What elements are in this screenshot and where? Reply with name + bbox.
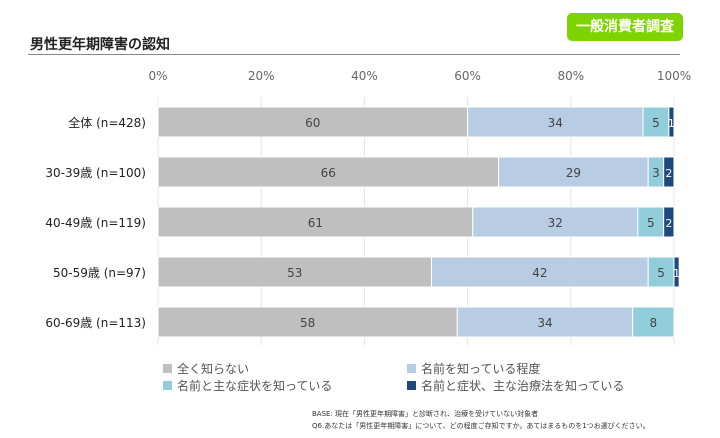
data-label: 2 xyxy=(665,167,672,180)
x-tick-label: 100% xyxy=(657,69,691,83)
data-label: 3 xyxy=(652,166,660,180)
data-label: 58 xyxy=(300,316,315,330)
title-divider xyxy=(28,54,680,55)
data-label: 2 xyxy=(665,217,672,230)
data-label: 32 xyxy=(548,216,563,230)
legend-item-0: 全く知らない xyxy=(163,360,249,377)
bar-segment xyxy=(668,106,675,138)
footnote-base: BASE: 現在「男性更年期障害」と診断され、治療を受けていない対象者 xyxy=(312,410,539,418)
bar-segment xyxy=(663,156,675,188)
category-label: 全体 (n=428) xyxy=(68,115,146,130)
data-label: 34 xyxy=(548,116,563,130)
bar-segment xyxy=(157,306,458,338)
data-label: 34 xyxy=(537,316,552,330)
bar-segment xyxy=(467,106,644,138)
bar-segment xyxy=(430,256,649,288)
bar-segment xyxy=(157,106,469,138)
legend-item-1: 名前を知っている程度 xyxy=(407,360,540,377)
bar-segment xyxy=(663,206,675,238)
legend-label: 名前を知っている程度 xyxy=(421,362,541,376)
data-label: 5 xyxy=(647,216,655,230)
x-tick-label: 0% xyxy=(148,69,167,83)
data-label: 8 xyxy=(650,316,658,330)
bar-segment xyxy=(472,206,639,238)
bar-segment xyxy=(632,306,675,338)
x-tick-label: 20% xyxy=(248,69,275,83)
legend-label: 名前と主な症状を知っている xyxy=(177,379,333,393)
data-label: 42 xyxy=(532,266,547,280)
data-label: 66 xyxy=(321,166,336,180)
x-tick-label: 80% xyxy=(557,69,584,83)
x-tick-label: 40% xyxy=(351,69,378,83)
category-label: 50-59歳 (n=97) xyxy=(53,266,146,280)
x-tick-label: 60% xyxy=(454,69,481,83)
data-label: 5 xyxy=(652,116,660,130)
category-label: 40-49歳 (n=119) xyxy=(45,216,146,230)
bar-segment xyxy=(157,156,500,188)
data-label: 53 xyxy=(287,266,302,280)
data-label: 1 xyxy=(673,267,680,280)
survey-badge: 一般消費者調査 xyxy=(567,13,683,41)
category-label: 30-39歳 (n=100) xyxy=(45,166,146,180)
data-label: 1 xyxy=(668,117,675,130)
legend-item-2: 名前と主な症状を知っている xyxy=(163,377,332,394)
bar-segment xyxy=(157,256,432,288)
bar-segment xyxy=(673,256,680,288)
legend-item-3: 名前と症状、主な治療法を知っている xyxy=(407,377,624,394)
legend-swatch xyxy=(163,364,172,373)
data-label: 61 xyxy=(308,216,323,230)
footnote-question: Q6.あなたは「男性更年期障害」について、どの程度ご存知ですか。あてはまるものを… xyxy=(312,422,650,430)
category-label: 60-69歳 (n=113) xyxy=(45,316,146,330)
legend-label: 全く知らない xyxy=(177,362,250,376)
legend-swatch xyxy=(407,364,416,373)
legend-swatch xyxy=(163,381,172,390)
data-label: 60 xyxy=(305,116,320,130)
data-label: 5 xyxy=(657,266,665,280)
bar-segment xyxy=(498,156,649,188)
legend-swatch xyxy=(407,381,416,390)
bar-segment xyxy=(637,206,665,238)
bar-segment xyxy=(647,256,675,288)
page-title: 男性更年期障害の認知 xyxy=(30,37,170,53)
legend-label: 名前と症状、主な治療法を知っている xyxy=(421,379,625,393)
bar-segment xyxy=(157,206,474,238)
data-label: 29 xyxy=(566,166,581,180)
bar-segment xyxy=(456,306,634,338)
